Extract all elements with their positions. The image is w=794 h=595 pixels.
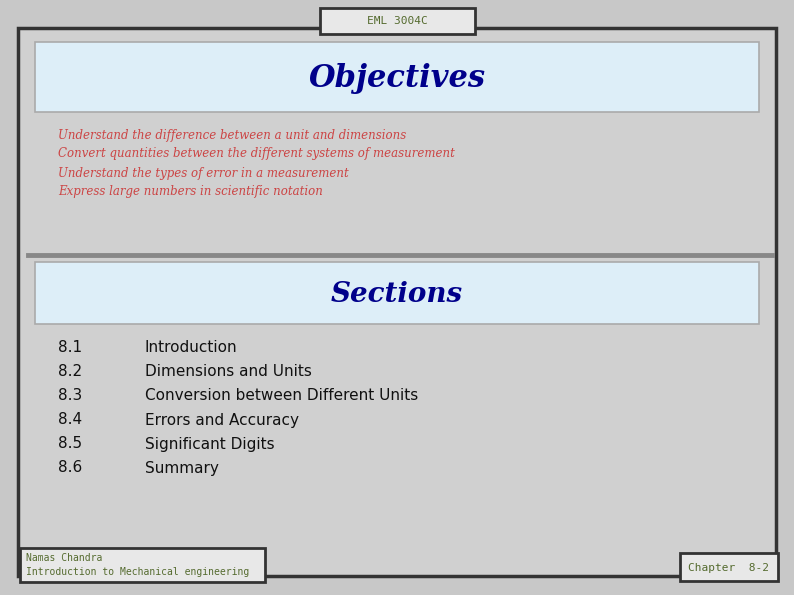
Text: Express large numbers in scientific notation: Express large numbers in scientific nota… xyxy=(58,186,323,199)
Text: Objectives: Objectives xyxy=(309,62,485,93)
Text: 8.3: 8.3 xyxy=(58,389,83,403)
Text: Convert quantities between the different systems of measurement: Convert quantities between the different… xyxy=(58,148,455,161)
FancyBboxPatch shape xyxy=(35,262,759,324)
Text: Introduction to Mechanical engineering: Introduction to Mechanical engineering xyxy=(26,567,249,577)
FancyBboxPatch shape xyxy=(18,28,776,576)
FancyBboxPatch shape xyxy=(20,548,265,582)
Text: Significant Digits: Significant Digits xyxy=(145,437,275,452)
Text: Errors and Accuracy: Errors and Accuracy xyxy=(145,412,299,427)
Text: 8.5: 8.5 xyxy=(58,437,82,452)
Text: Introduction: Introduction xyxy=(145,340,237,355)
Text: Sections: Sections xyxy=(331,281,463,308)
Text: Conversion between Different Units: Conversion between Different Units xyxy=(145,389,418,403)
Text: Understand the difference between a unit and dimensions: Understand the difference between a unit… xyxy=(58,129,407,142)
FancyBboxPatch shape xyxy=(35,42,759,112)
Text: Dimensions and Units: Dimensions and Units xyxy=(145,365,312,380)
Text: Understand the types of error in a measurement: Understand the types of error in a measu… xyxy=(58,167,349,180)
FancyBboxPatch shape xyxy=(680,553,778,581)
Text: Chapter  8-2: Chapter 8-2 xyxy=(688,563,769,573)
Text: 8.2: 8.2 xyxy=(58,365,82,380)
Text: Summary: Summary xyxy=(145,461,219,475)
Text: 8.1: 8.1 xyxy=(58,340,82,355)
Text: EML 3004C: EML 3004C xyxy=(367,16,427,26)
Text: Namas Chandra: Namas Chandra xyxy=(26,553,102,563)
Text: 8.4: 8.4 xyxy=(58,412,82,427)
Text: 8.6: 8.6 xyxy=(58,461,83,475)
FancyBboxPatch shape xyxy=(320,8,475,34)
